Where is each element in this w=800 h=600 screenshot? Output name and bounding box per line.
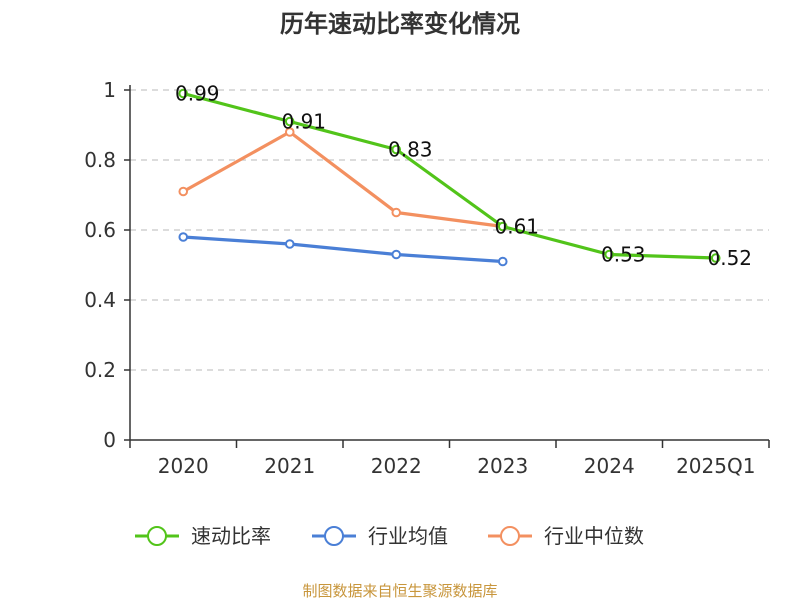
data-label: 0.53 bbox=[601, 243, 646, 267]
data-point[interactable] bbox=[604, 249, 615, 260]
data-labels: 0.99 0.91 0.83 0.61 0.53 0.52 bbox=[175, 82, 752, 271]
x-tick-label: 2020 bbox=[158, 454, 209, 478]
legend[interactable]: 速动比率 行业均值 行业中位数 bbox=[135, 524, 644, 548]
series-line bbox=[182, 91, 716, 260]
data-label: 0.99 bbox=[175, 82, 220, 106]
data-point[interactable] bbox=[284, 127, 295, 137]
series-line bbox=[183, 235, 503, 264]
y-tick-label: 0.2 bbox=[84, 358, 116, 382]
y-tick-label: 0 bbox=[103, 428, 116, 452]
legend-marker bbox=[324, 526, 344, 546]
legend-label: 速动比率 bbox=[191, 524, 271, 548]
y-tick-label: 1 bbox=[103, 78, 116, 102]
data-point[interactable] bbox=[391, 207, 402, 218]
legend-item[interactable]: 行业均值 bbox=[312, 524, 448, 548]
x-tick-label: 2023 bbox=[477, 454, 528, 478]
data-point[interactable] bbox=[710, 253, 721, 263]
y-tick-label: 0.6 bbox=[84, 218, 116, 242]
legend-item[interactable]: 行业中位数 bbox=[488, 524, 644, 548]
axes: 0 0.2 0.4 0.6 0.8 1 2020 2021 2022 2023 2024 2025Q1 bbox=[84, 78, 770, 478]
data-point[interactable] bbox=[178, 186, 189, 197]
series-line bbox=[182, 130, 504, 229]
legend-marker bbox=[147, 526, 167, 546]
legend-marker bbox=[500, 526, 520, 546]
legend-label: 行业中位数 bbox=[544, 524, 644, 548]
legend-label: 行业均值 bbox=[368, 524, 448, 548]
data-point[interactable] bbox=[284, 116, 295, 127]
data-label: 0.52 bbox=[707, 246, 752, 270]
chart-title: 历年速动比率变化情况 bbox=[280, 10, 520, 38]
data-label: 0.83 bbox=[388, 138, 433, 162]
y-tick-label: 0.4 bbox=[84, 288, 116, 312]
grid-lines bbox=[130, 89, 769, 371]
data-point[interactable] bbox=[391, 249, 402, 260]
legend-item[interactable]: 速动比率 bbox=[135, 524, 271, 548]
series-group bbox=[178, 88, 721, 267]
data-point[interactable] bbox=[178, 232, 189, 242]
data-label: 0.91 bbox=[281, 110, 326, 134]
source-note: 制图数据来自恒生聚源数据库 bbox=[302, 582, 497, 600]
y-tick-label: 0.8 bbox=[84, 148, 116, 172]
x-tick-label: 2024 bbox=[584, 454, 635, 478]
data-point[interactable] bbox=[497, 256, 508, 267]
data-label: 0.61 bbox=[494, 215, 539, 239]
data-point[interactable] bbox=[284, 239, 295, 249]
data-point[interactable] bbox=[178, 88, 189, 99]
data-point[interactable] bbox=[497, 221, 508, 232]
x-tick-label: 2022 bbox=[371, 454, 422, 478]
x-tick-label: 2025Q1 bbox=[676, 454, 755, 478]
x-tick-label: 2021 bbox=[264, 454, 315, 478]
data-point[interactable] bbox=[391, 144, 402, 155]
